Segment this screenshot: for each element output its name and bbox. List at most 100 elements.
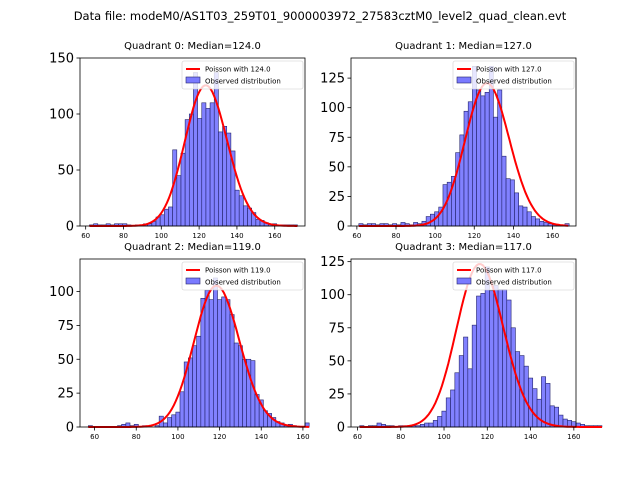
histogram-bar (176, 175, 182, 227)
histogram-bar (522, 206, 528, 227)
legend-label-poisson: Poisson with 117.0 (476, 267, 542, 275)
histogram-bar (488, 65, 494, 227)
axes-frame (79, 258, 306, 428)
y-tick-label: 0 (337, 421, 345, 436)
legend-label-observed: Observed distribution (205, 279, 281, 287)
histogram-bar (428, 422, 434, 428)
histogram-bar (541, 376, 547, 428)
histogram-bar (163, 422, 168, 428)
legend-label-observed: Observed distribution (476, 78, 552, 86)
y-tick-label: 100 (320, 288, 345, 303)
histogram-bar (168, 206, 173, 227)
histogram-bar (204, 289, 210, 428)
legend-bar-swatch (456, 277, 472, 285)
y-tick-label: 0 (337, 220, 345, 235)
histogram-bar (234, 189, 240, 227)
x-tick-label: 100 (155, 232, 168, 240)
x-tick-label: 140 (507, 232, 520, 240)
histogram-bar (167, 417, 172, 428)
y-tick-label: 100 (320, 101, 345, 116)
axes-frame (79, 57, 306, 227)
y-tick-label: 50 (57, 353, 74, 368)
y-tick-label: 50 (57, 164, 74, 179)
histogram-bar (424, 422, 430, 428)
histogram-bar (467, 368, 473, 428)
histogram-bar (208, 299, 214, 428)
x-tick-label: 80 (119, 232, 128, 240)
histogram-bar (480, 293, 486, 428)
histogram-bar (441, 410, 447, 428)
histogram-bar (238, 345, 243, 428)
histogram-bar (509, 179, 515, 227)
histogram-bar (188, 357, 193, 428)
x-tick-label: 60 (90, 433, 99, 441)
histogram-bar (229, 314, 235, 428)
histogram-bar (192, 345, 197, 428)
histogram-bar (250, 360, 256, 428)
legend-label-poisson: Poisson with 119.0 (205, 267, 271, 275)
axes-frame (350, 57, 577, 227)
legend-box (181, 60, 304, 90)
histogram-bar (200, 297, 206, 428)
histogram-bar (480, 95, 486, 227)
panel-title: Quadrant 0: Median=124.0 (124, 41, 261, 52)
legend-label-observed: Observed distribution (476, 279, 552, 287)
y-tick-label: 100 (49, 108, 74, 123)
y-tick-label: 150 (49, 52, 74, 67)
x-tick-label: 120 (481, 433, 494, 441)
histogram-bar (528, 377, 534, 428)
histogram-bar (217, 299, 222, 428)
x-tick-label: 140 (524, 433, 537, 441)
y-tick-label: 100 (49, 285, 74, 300)
x-tick-label: 80 (396, 433, 405, 441)
histogram-bar (545, 383, 551, 428)
x-tick-label: 100 (437, 433, 450, 441)
panel-quadrant-2: Quadrant 2: Median=119.0 0 25 50 75 100 60 80 10… (49, 242, 309, 441)
panel-title: Quadrant 1: Median=127.0 (395, 41, 532, 52)
x-tick-label: 140 (230, 232, 243, 240)
y-tick-label: 125 (320, 72, 345, 87)
histogram-bar (539, 220, 545, 227)
histogram-bar (164, 208, 169, 227)
histogram-bar (205, 108, 211, 227)
y-tick-label: 25 (328, 190, 345, 205)
y-tick-label: 25 (328, 387, 345, 402)
histogram-bar (458, 355, 464, 428)
histogram-bar (437, 416, 443, 428)
histogram-bar (476, 89, 482, 227)
histogram-bar (536, 398, 542, 428)
histogram-bar (532, 388, 538, 428)
x-tick-label: 160 (546, 232, 559, 240)
y-tick-label: 75 (57, 319, 74, 334)
panel-title: Quadrant 2: Median=119.0 (124, 242, 261, 253)
x-tick-label: 120 (192, 232, 205, 240)
figure-suptitle: Data file: modeM0/AS1T03_259T01_90000039… (73, 9, 567, 23)
legend-bar-swatch (185, 277, 201, 285)
panel-quadrant-1: Quadrant 1: Median=127.0 0 25 50 75 100 125 60 8… (320, 41, 577, 240)
y-tick-label: 50 (328, 354, 345, 369)
histogram-bar (221, 296, 227, 428)
y-tick-label: 0 (66, 220, 74, 235)
axes-frame (350, 258, 577, 428)
histogram-bar (489, 290, 495, 428)
histogram-bar (535, 218, 541, 227)
histogram-bar (472, 65, 477, 227)
histogram-bar (526, 211, 532, 227)
y-tick-label: 50 (328, 160, 345, 175)
histogram-bar (238, 195, 244, 227)
panel-quadrant-0: Quadrant 0: Median=124.0 0 50 100 150 60 80 100… (49, 41, 306, 240)
x-tick-label: 60 (353, 433, 362, 441)
histogram-bar (543, 222, 549, 227)
legend-bar-swatch (185, 76, 201, 84)
histogram-bar (515, 351, 521, 428)
histogram-bar (493, 116, 498, 227)
histogram-bar (209, 102, 215, 227)
histogram-bar (213, 277, 218, 428)
histogram-bar (514, 192, 519, 227)
histogram-bar (188, 113, 194, 227)
panel-quadrant-3: Quadrant 3: Median=117.0 0 25 50 75 100 125 60 8… (320, 242, 603, 441)
histogram-bar (243, 205, 248, 227)
x-tick-label: 80 (132, 433, 141, 441)
histogram-bar (445, 397, 451, 428)
histogram-bar (196, 335, 202, 428)
